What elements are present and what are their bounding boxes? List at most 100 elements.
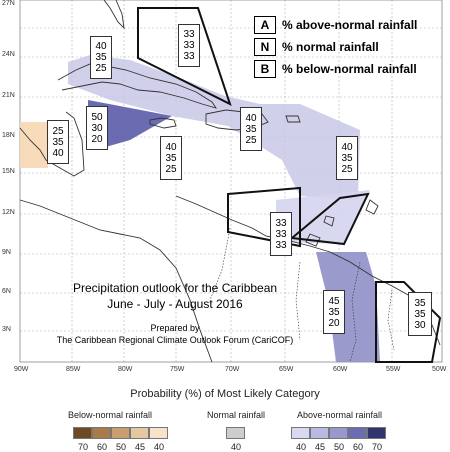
lon-label-70w: 70W xyxy=(225,366,240,373)
legend-swatch-above xyxy=(329,427,348,439)
legend-tick-above: 60 xyxy=(352,442,363,452)
region-box-guyana: 45 35 20 xyxy=(323,290,345,334)
region-box-suriname: 35 35 30 xyxy=(408,292,432,336)
lon-label-55w: 55W xyxy=(386,366,401,373)
region-outlines xyxy=(137,7,442,363)
value-normal: 35 xyxy=(245,123,257,135)
outlook-period: June - July - August 2016 xyxy=(107,297,243,311)
value-above: 25 xyxy=(52,125,64,137)
value-normal: 35 xyxy=(165,152,177,164)
legend-tick-below: 40 xyxy=(153,442,164,452)
lon-label-80w: 80W xyxy=(118,366,133,373)
value-normal: 33 xyxy=(275,228,287,240)
legend-swatch-below xyxy=(111,427,130,439)
value-below: 20 xyxy=(91,133,103,145)
shade-band-north xyxy=(68,55,360,200)
lat-label-21n: 21N xyxy=(2,92,15,99)
forum-name: The Caribbean Regional Climate Outlook F… xyxy=(56,335,294,345)
legend-tick-above: 50 xyxy=(333,442,344,452)
value-normal: 35 xyxy=(95,52,107,63)
legend-normal-label: Normal rainfall xyxy=(207,410,266,420)
key-letter: B xyxy=(254,60,276,78)
key-row-below: B % below-normal rainfall xyxy=(254,58,417,80)
legend-swatch-above xyxy=(291,427,310,439)
key-text: % below-normal rainfall xyxy=(282,62,417,76)
value-below: 40 xyxy=(52,147,64,159)
legend-swatch-normal xyxy=(226,427,245,439)
key-row-normal: N % normal rainfall xyxy=(254,36,417,58)
region-box-southern-islands: 33 33 33 xyxy=(270,212,292,256)
value-above: 33 xyxy=(183,29,195,40)
lat-label-18n: 18N xyxy=(2,132,15,139)
lon-label-60w: 60W xyxy=(333,366,348,373)
prepared-by: Prepared by xyxy=(150,323,200,333)
value-above: 40 xyxy=(245,112,257,124)
map-key: A % above-normal rainfall N % normal rai… xyxy=(254,14,417,80)
region-box-cuba: 40 35 25 xyxy=(90,36,112,79)
region-outline-suriname xyxy=(375,281,442,363)
legend-tick-below: 70 xyxy=(77,442,88,452)
key-letter: A xyxy=(254,16,276,34)
lon-label-85w: 85W xyxy=(66,366,81,373)
value-below: 20 xyxy=(328,317,340,329)
lat-label-27n: 27N xyxy=(2,0,15,7)
value-normal: 35 xyxy=(414,308,426,320)
region-outline-windward xyxy=(289,192,370,246)
value-below: 25 xyxy=(165,163,177,175)
legend-tick-below: 50 xyxy=(115,442,126,452)
region-box-hispaniola: 40 35 25 xyxy=(240,107,262,151)
lat-label-12n: 12N xyxy=(2,209,15,216)
lon-label-90w: 90W xyxy=(14,366,29,373)
legend-tick-above: 40 xyxy=(295,442,306,452)
lat-label-6n: 6N xyxy=(2,288,11,295)
region-box-central-caribbean: 40 35 25 xyxy=(160,136,182,180)
political-borders xyxy=(209,227,395,363)
lat-label-9n: 9N xyxy=(2,249,11,256)
legend-tick-above: 70 xyxy=(371,442,382,452)
value-above: 40 xyxy=(95,41,107,52)
shade-jamaica-region xyxy=(88,100,172,150)
value-below: 25 xyxy=(341,163,353,175)
value-below: 25 xyxy=(245,134,257,146)
value-below: 30 xyxy=(414,319,426,331)
legend-below-label: Below-normal rainfall xyxy=(68,410,153,420)
region-outline-bahamas xyxy=(137,7,232,106)
legend-swatch-below xyxy=(73,427,92,439)
legend-swatch-above xyxy=(348,427,367,439)
lat-label-24n: 24N xyxy=(2,51,15,58)
legend-tick-below: 60 xyxy=(96,442,107,452)
key-row-above: A % above-normal rainfall xyxy=(254,14,417,36)
value-above: 50 xyxy=(91,111,103,123)
legend-tick-above: 45 xyxy=(314,442,325,452)
lat-label-15n: 15N xyxy=(2,168,15,175)
outlook-title: Precipitation outlook for the Caribbean xyxy=(72,281,278,295)
region-box-bahamas: 33 33 33 xyxy=(178,24,200,67)
value-below: 25 xyxy=(95,63,107,74)
key-text: % above-normal rainfall xyxy=(282,18,418,32)
value-above: 35 xyxy=(414,297,426,309)
value-above: 40 xyxy=(341,141,353,153)
map-frame xyxy=(19,0,443,363)
legend-swatch-below xyxy=(92,427,111,439)
legend-title: Probability (%) of Most Likely Category xyxy=(130,388,320,400)
value-normal: 33 xyxy=(183,40,195,51)
value-below: 33 xyxy=(275,239,287,251)
value-normal: 35 xyxy=(328,306,340,318)
lat-label-3n: 3N xyxy=(2,326,11,333)
region-box-jamaica-caribbean: 50 30 20 xyxy=(86,106,108,150)
value-normal: 35 xyxy=(341,152,353,164)
legend-above-label: Above-normal rainfall xyxy=(297,410,383,420)
value-normal: 30 xyxy=(91,122,103,134)
lon-label-50w: 50W xyxy=(432,366,447,373)
value-normal: 35 xyxy=(52,136,64,148)
value-above: 40 xyxy=(165,141,177,153)
shade-belize-region xyxy=(20,122,48,168)
key-letter: N xyxy=(254,38,276,56)
value-above: 33 xyxy=(275,217,287,229)
lon-label-65w: 65W xyxy=(279,366,294,373)
shade-band-south xyxy=(316,252,380,362)
lon-label-75w: 75W xyxy=(170,366,185,373)
legend-swatch-below xyxy=(130,427,149,439)
legend-swatch-above xyxy=(367,427,386,439)
